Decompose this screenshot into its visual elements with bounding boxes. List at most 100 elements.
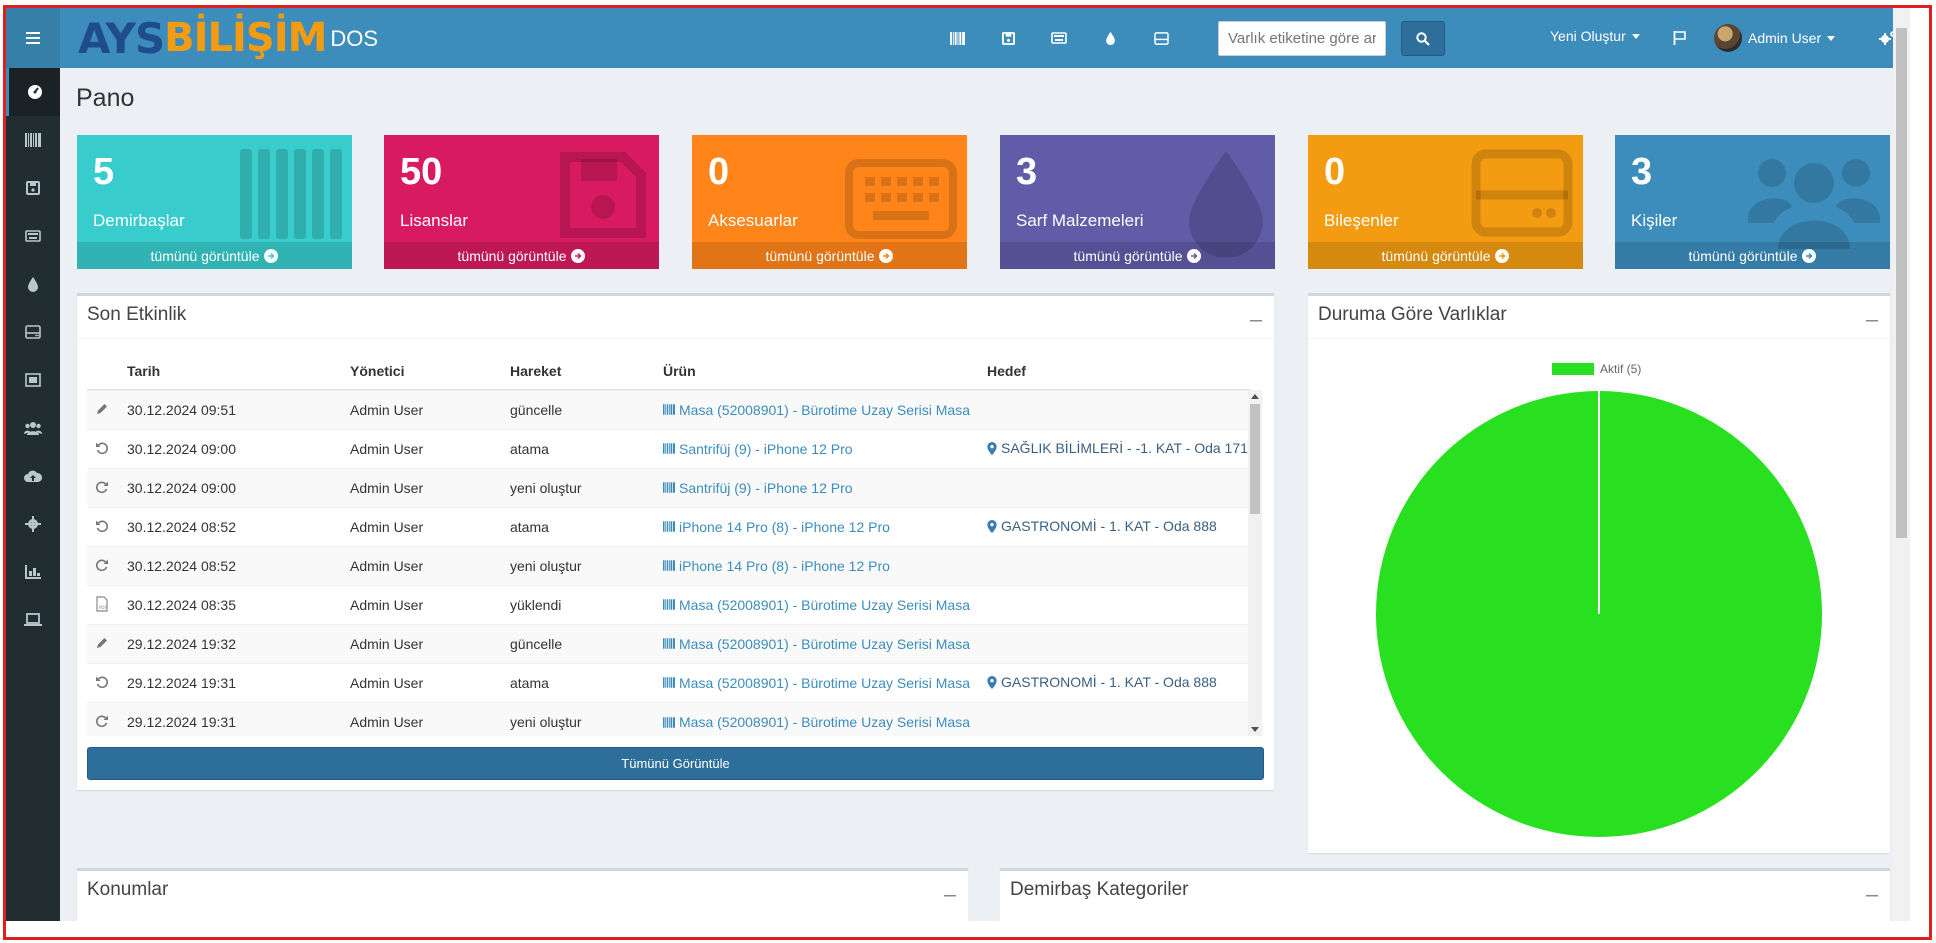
column-header-admin[interactable]: Yönetici <box>350 352 510 391</box>
tile-view-all-link[interactable]: tümünü görüntüle <box>384 242 659 269</box>
scrollbar-thumb[interactable] <box>1250 404 1260 514</box>
sidebar-item-people[interactable] <box>6 404 60 452</box>
assets-by-status-box: Duruma Göre Varlıklar Aktif (5) <box>1308 293 1890 853</box>
row-target-cell <box>987 585 1250 625</box>
sidebar-toggle-button[interactable] <box>6 8 60 68</box>
sidebar-item-settings[interactable] <box>6 500 60 548</box>
row-admin-link[interactable]: Admin User <box>350 624 510 664</box>
tile-view-all-link[interactable]: tümünü görüntüle <box>692 242 967 269</box>
row-admin-link[interactable]: Admin User <box>350 546 510 586</box>
tile-count: 0 <box>708 151 730 193</box>
row-admin-link[interactable]: Admin User <box>350 429 510 469</box>
logo-suffix: DOS <box>330 26 379 51</box>
row-item-link[interactable]: Masa (52008901) - Bürotime Uzay Serisi M… <box>663 636 970 652</box>
tile-consumables[interactable]: 3 Sarf Malzemeleri tümünü görüntüle <box>1000 135 1275 269</box>
arrow-circle-right-icon <box>264 248 279 263</box>
recent-activity-box: Son Etkinlik Tarih Yönetici Hareket Ürün… <box>77 293 1274 790</box>
row-target-link[interactable]: GASTRONOMİ - 1. KAT - Oda 888 <box>987 518 1217 534</box>
table-row: 29.12.2024 19:32 Admin User güncelle Masa (… <box>87 624 1250 664</box>
arrow-circle-right-icon <box>571 248 586 263</box>
alerts-button[interactable] <box>1669 28 1689 48</box>
row-date: 29.12.2024 19:31 <box>127 702 350 736</box>
user-menu-dropdown[interactable]: Admin User <box>1714 24 1836 52</box>
row-target-link[interactable]: SAĞLIK BİLİMLERİ - -1. KAT - Oda 171 <box>987 440 1248 456</box>
sidebar-item-consumables[interactable] <box>6 260 60 308</box>
scroll-up-icon[interactable] <box>1251 393 1259 399</box>
nav-accessories-button[interactable] <box>1049 28 1069 48</box>
nav-components-button[interactable] <box>1151 28 1171 48</box>
row-admin-link[interactable]: Admin User <box>350 468 510 508</box>
column-header-item[interactable]: Ürün <box>663 352 987 391</box>
create-new-dropdown[interactable]: Yeni Oluştur <box>1550 28 1640 44</box>
scroll-down-icon[interactable] <box>1251 727 1259 733</box>
asset-tag-search-input[interactable] <box>1218 21 1386 56</box>
sidebar-item-assets[interactable] <box>6 116 60 164</box>
tile-view-all-link[interactable]: tümünü görüntüle <box>77 242 352 269</box>
collapse-button[interactable] <box>1866 881 1878 902</box>
tile-licenses[interactable]: 50 Lisanslar tümünü görüntüle <box>384 135 659 269</box>
row-item-link[interactable]: Santrifüj (9) - iPhone 12 Pro <box>663 441 853 457</box>
table-scrollbar[interactable] <box>1248 390 1262 736</box>
nav-licenses-button[interactable] <box>998 28 1018 48</box>
row-admin-link[interactable]: Admin User <box>350 390 510 430</box>
row-item-link[interactable]: Santrifüj (9) - iPhone 12 Pro <box>663 480 853 496</box>
sidebar-item-kits[interactable] <box>6 356 60 404</box>
row-target-link[interactable]: GASTRONOMİ - 1. KAT - Oda 888 <box>987 674 1217 690</box>
tile-view-all-link[interactable]: tümünü görüntüle <box>1615 242 1890 269</box>
status-pie-chart[interactable] <box>1308 384 1890 844</box>
row-item-link[interactable]: iPhone 14 Pro (8) - iPhone 12 Pro <box>663 558 890 574</box>
chart-legend[interactable]: Aktif (5) <box>1552 362 1641 376</box>
view-all-activity-button[interactable]: Tümünü Görüntüle <box>87 747 1264 780</box>
nav-consumables-button[interactable] <box>1100 28 1120 48</box>
row-item-cell: Santrifüj (9) - iPhone 12 Pro <box>663 468 987 508</box>
tile-view-all-link[interactable]: tümünü görüntüle <box>1308 242 1583 269</box>
row-item-link[interactable]: iPhone 14 Pro (8) - iPhone 12 Pro <box>663 519 890 535</box>
activity-table-scroll-area[interactable]: 30.12.2024 09:51 Admin User güncelle Masa (… <box>87 390 1250 736</box>
row-target-label: GASTRONOMİ - 1. KAT - Oda 888 <box>1001 674 1217 691</box>
row-item-link[interactable]: Masa (52008901) - Bürotime Uzay Serisi M… <box>663 675 970 691</box>
column-header-target[interactable]: Hedef <box>987 352 1250 391</box>
row-item-link[interactable]: Masa (52008901) - Bürotime Uzay Serisi M… <box>663 402 970 418</box>
row-admin-link[interactable]: Admin User <box>350 702 510 736</box>
keyboard-icon <box>25 230 41 242</box>
sidebar-item-import[interactable] <box>6 452 60 500</box>
row-item-label: Masa (52008901) - Bürotime Uzay Serisi M… <box>679 596 971 613</box>
sidebar-item-dashboard[interactable] <box>6 68 60 116</box>
collapse-button[interactable] <box>1250 306 1262 327</box>
collapse-button[interactable] <box>944 881 956 902</box>
tile-footer-label: tümünü görüntüle <box>1688 247 1798 264</box>
sidebar-item-requestable[interactable] <box>6 596 60 644</box>
row-item-link[interactable]: Masa (52008901) - Bürotime Uzay Serisi M… <box>663 597 970 613</box>
row-admin-link[interactable]: Admin User <box>350 585 510 625</box>
table-row: 30.12.2024 09:51 Admin User güncelle Masa (… <box>87 390 1250 430</box>
tile-people[interactable]: 3 Kişiler tümünü görüntüle <box>1615 135 1890 269</box>
tile-view-all-link[interactable]: tümünü görüntüle <box>1000 242 1275 269</box>
sidebar-item-components[interactable] <box>6 308 60 356</box>
page-scrollbar[interactable] <box>1893 8 1910 921</box>
search-button[interactable] <box>1401 21 1445 56</box>
sidebar-item-licenses[interactable] <box>6 164 60 212</box>
sidebar-item-reports[interactable] <box>6 548 60 596</box>
row-target-cell: GASTRONOMİ - 1. KAT - Oda 888 <box>987 663 1250 703</box>
sidebar-item-accessories[interactable] <box>6 212 60 260</box>
table-row: 30.12.2024 09:00 Admin User atama Santrifüj… <box>87 429 1250 469</box>
barcode-icon <box>240 149 342 239</box>
tile-assets[interactable]: 5 Demirbaşlar tümünü görüntüle <box>77 135 352 269</box>
row-admin-link[interactable]: Admin User <box>350 663 510 703</box>
column-header-date[interactable]: Tarih <box>127 352 350 391</box>
tile-label: Demirbaşlar <box>93 211 185 230</box>
laptop-icon <box>24 613 42 626</box>
admin-settings-button[interactable] <box>1878 28 1898 48</box>
tile-components[interactable]: 0 Bileşenler tümünü görüntüle <box>1308 135 1583 269</box>
gear-icon <box>25 516 41 532</box>
row-admin-link[interactable]: Admin User <box>350 507 510 547</box>
divider <box>77 338 1274 339</box>
page-scrollbar-thumb[interactable] <box>1896 28 1907 538</box>
tile-accessories[interactable]: 0 Aksesuarlar tümünü görüntüle <box>692 135 967 269</box>
nav-assets-button[interactable] <box>947 28 967 48</box>
activity-table-header: Tarih Yönetici Hareket Ürün Hedef <box>87 352 1250 391</box>
column-header-action[interactable]: Hareket <box>510 352 663 391</box>
collapse-button[interactable] <box>1866 306 1878 327</box>
row-item-link[interactable]: Masa (52008901) - Bürotime Uzay Serisi M… <box>663 714 970 730</box>
brand-logo[interactable]: AYS BİLİŞİM DOS <box>78 14 379 63</box>
